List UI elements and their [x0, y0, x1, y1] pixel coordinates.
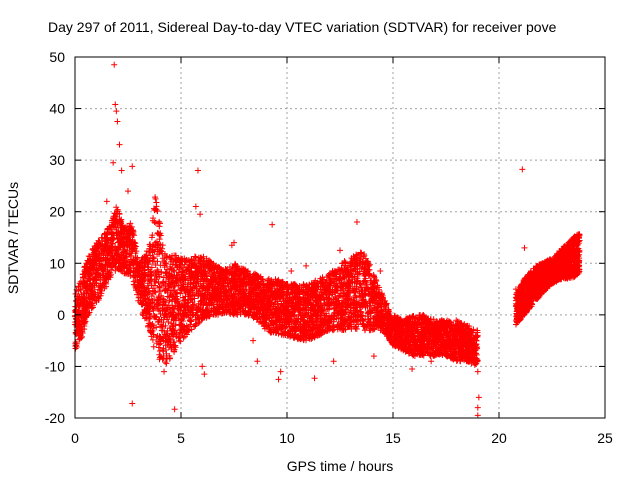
data-point [351, 273, 358, 280]
data-point [152, 269, 159, 276]
data-point [152, 289, 159, 296]
data-point [72, 329, 79, 336]
data-point [191, 253, 198, 260]
data-point [211, 305, 218, 312]
data-point [353, 294, 360, 301]
data-point [153, 199, 160, 206]
data-point [150, 343, 157, 350]
data-point [169, 298, 176, 305]
data-point [302, 304, 309, 311]
data-point [101, 231, 108, 238]
data-point [162, 359, 169, 366]
data-point [161, 264, 168, 271]
data-point [147, 329, 154, 336]
data-point [300, 281, 307, 288]
data-point [255, 283, 262, 290]
data-point [142, 307, 149, 314]
data-point [98, 234, 105, 241]
series-points [72, 61, 583, 419]
data-point [339, 293, 346, 300]
data-point [420, 352, 427, 359]
data-point [176, 334, 183, 341]
data-point [159, 346, 166, 353]
data-point [336, 267, 343, 274]
chart-title: Day 297 of 2011, Sidereal Day-to-day VTE… [48, 19, 557, 35]
data-point [157, 230, 164, 237]
data-point [184, 327, 191, 334]
data-point [158, 268, 165, 275]
data-point [154, 332, 161, 339]
data-point [185, 273, 192, 280]
data-point [453, 317, 460, 324]
data-point [90, 269, 97, 276]
data-point [179, 294, 186, 301]
data-point [162, 322, 169, 329]
data-point [79, 333, 86, 340]
data-point [319, 327, 326, 334]
data-point [192, 254, 199, 261]
data-point [177, 327, 184, 334]
data-point [149, 336, 156, 343]
data-point [170, 321, 177, 328]
data-point [150, 254, 157, 261]
data-point [139, 311, 146, 318]
data-point [92, 297, 99, 304]
data-point [196, 318, 203, 325]
data-point [190, 311, 197, 318]
data-point [325, 306, 332, 313]
data-point [92, 273, 99, 280]
data-point [352, 289, 359, 296]
data-point [154, 274, 161, 281]
data-point [364, 313, 371, 320]
data-point [105, 225, 112, 232]
data-point [183, 256, 190, 263]
data-point [109, 244, 116, 251]
data-point [340, 289, 347, 296]
data-point [160, 345, 167, 352]
data-point [124, 222, 131, 229]
data-point [177, 338, 184, 345]
data-point [358, 284, 365, 291]
data-point [153, 324, 160, 331]
data-point [155, 344, 162, 351]
